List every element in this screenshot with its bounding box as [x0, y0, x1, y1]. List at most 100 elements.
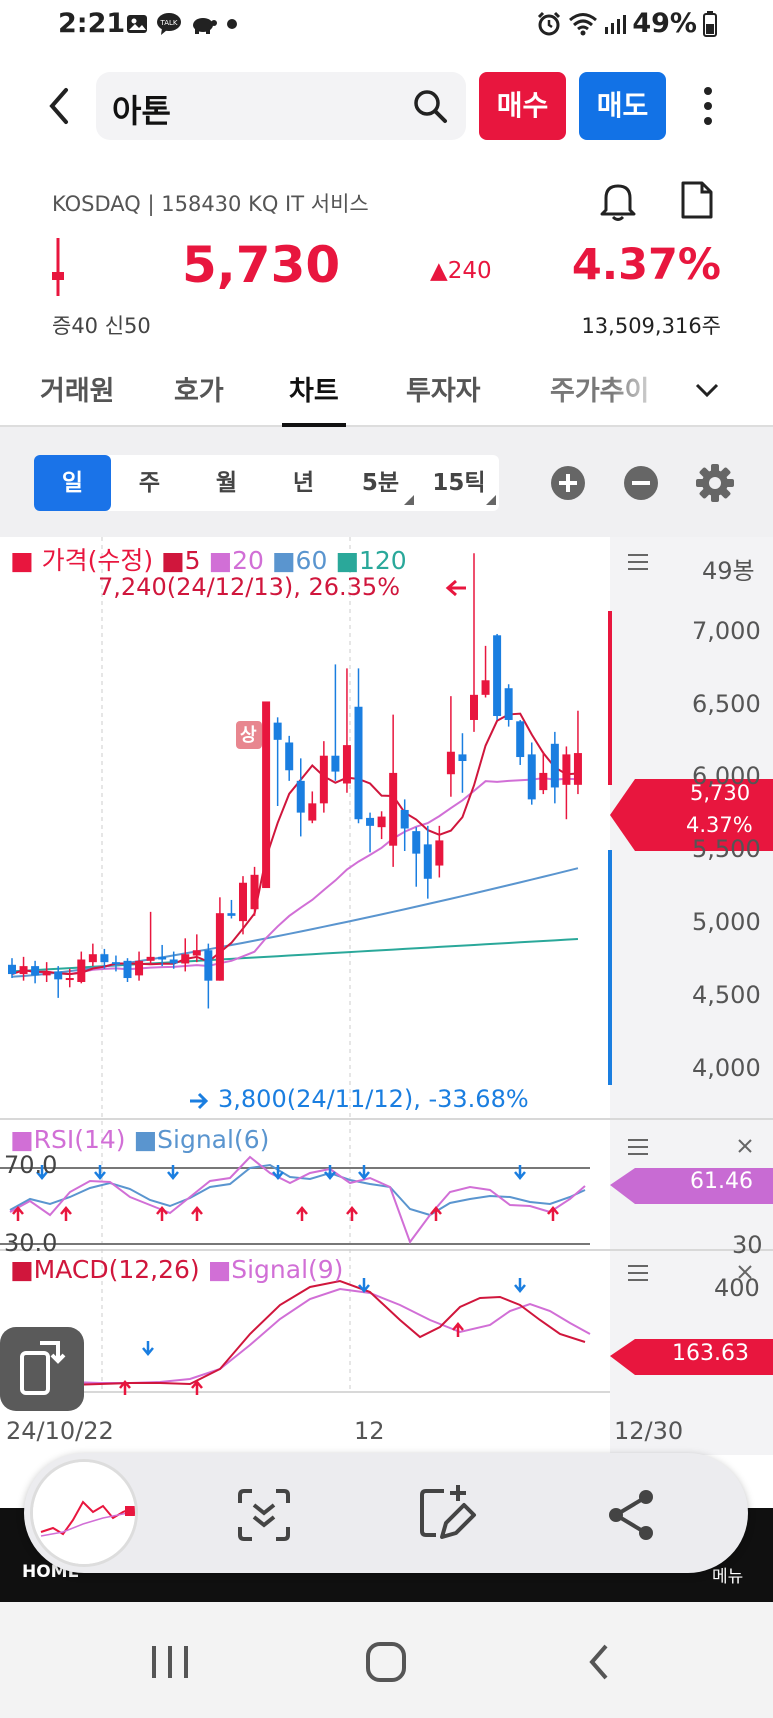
candle-up[interactable] [135, 960, 144, 976]
zoom-in-icon[interactable] [548, 463, 588, 503]
candle-down[interactable] [111, 962, 120, 965]
macd-sell-marker [142, 1341, 154, 1356]
candle-down[interactable] [204, 950, 213, 981]
period-year[interactable]: 년 [292, 470, 315, 496]
candle-down[interactable] [331, 755, 340, 772]
search-icon[interactable] [412, 88, 448, 124]
candle-down[interactable] [285, 742, 294, 771]
tab-orderbook[interactable]: 호가 [174, 376, 224, 407]
candle-up[interactable] [77, 959, 86, 982]
candle-up[interactable] [562, 754, 571, 785]
edit-capture-icon[interactable] [416, 1483, 478, 1545]
candle-down[interactable] [366, 817, 375, 826]
chart-canvas[interactable] [0, 537, 773, 1455]
candle-down[interactable] [550, 743, 559, 788]
period-month[interactable]: 월 [215, 470, 238, 496]
chevron-down-icon[interactable] [694, 381, 720, 399]
candle-up[interactable] [342, 745, 351, 784]
tab-chart[interactable]: 차트 [289, 376, 339, 407]
candle-down[interactable] [273, 722, 282, 740]
document-icon[interactable] [680, 180, 714, 220]
settings-gear-icon[interactable] [693, 461, 737, 505]
axis-6000: 6,000 [692, 762, 761, 790]
candle-up[interactable] [262, 701, 271, 889]
candle-down[interactable] [504, 688, 513, 720]
search-box[interactable]: 아톤 [96, 72, 466, 140]
rsi-menu-icon[interactable] [628, 1139, 648, 1155]
candle-up[interactable] [146, 956, 155, 961]
candle-down[interactable] [54, 971, 63, 980]
candle-up[interactable] [389, 772, 398, 846]
recent-apps-icon[interactable] [148, 1642, 192, 1682]
candle-up[interactable] [239, 882, 247, 922]
x-label-end: 12/30 [614, 1417, 684, 1445]
rsi-close-icon[interactable] [738, 1139, 752, 1153]
rotate-screen-button[interactable] [0, 1327, 84, 1411]
candle-up[interactable] [481, 680, 490, 695]
candle-up[interactable] [42, 971, 51, 976]
candle-down[interactable] [354, 706, 363, 820]
ma60-line [11, 867, 579, 978]
sell-button[interactable]: 매도 [579, 72, 666, 140]
menu-label[interactable]: 메뉴 [712, 1567, 744, 1587]
rotate-icon[interactable] [0, 1327, 84, 1411]
candle-down[interactable] [412, 831, 421, 854]
turtle-icon [193, 18, 217, 34]
macd-menu-icon[interactable] [628, 1265, 648, 1281]
candle-up[interactable] [88, 954, 97, 963]
candle-down[interactable] [458, 754, 467, 762]
candle-down[interactable] [158, 956, 167, 960]
period-15tick[interactable]: 15틱 [432, 470, 486, 496]
rsi-legend: ■RSI(14) ■Signal(6) [10, 1125, 270, 1154]
home-icon[interactable] [364, 1640, 408, 1684]
alarm-icon [538, 11, 561, 35]
candle-up[interactable] [470, 694, 478, 720]
zoom-out-icon[interactable] [621, 463, 661, 503]
search-query[interactable]: 아톤 [112, 92, 171, 130]
sell-signal-marker [36, 1165, 48, 1180]
candle-up[interactable] [250, 874, 259, 910]
more-options-icon[interactable] [700, 84, 716, 128]
candle-down[interactable] [423, 844, 432, 879]
chart-menu-icon[interactable] [628, 554, 648, 570]
candle-down[interactable] [527, 754, 536, 800]
candle-down[interactable] [516, 721, 525, 758]
buy-button[interactable]: 매수 [479, 72, 566, 140]
back-icon[interactable] [584, 1642, 614, 1682]
tab-investor[interactable]: 투자자 [406, 376, 481, 407]
candle-up[interactable] [308, 803, 317, 821]
candle-up[interactable] [573, 753, 582, 785]
macd-close-icon[interactable] [738, 1265, 752, 1279]
candle-up[interactable] [215, 913, 224, 981]
candle-down[interactable] [123, 960, 132, 979]
tab-broker[interactable]: 거래원 [40, 376, 115, 407]
candle-down[interactable] [296, 780, 305, 813]
candle-up[interactable] [192, 950, 201, 956]
period-week[interactable]: 주 [138, 470, 161, 496]
chart-area[interactable]: ■ 가격(수정) ■5 ■20 ■60 ■120 7,240(24/12/13)… [0, 537, 773, 1455]
candle-down[interactable] [227, 913, 236, 916]
candle-up[interactable] [19, 966, 28, 975]
svg-text:TALK: TALK [159, 19, 177, 27]
period-5min[interactable]: 5분 [361, 470, 400, 496]
candle-down[interactable] [169, 959, 178, 964]
candle-up[interactable] [181, 954, 190, 964]
candle-down[interactable] [400, 809, 409, 829]
period-day[interactable]: 일 [34, 455, 111, 511]
candle-down[interactable] [8, 964, 16, 975]
candle-up[interactable] [65, 978, 74, 981]
candle-up[interactable] [435, 840, 444, 866]
candle-up[interactable] [377, 816, 386, 828]
candle-up[interactable] [319, 755, 328, 804]
share-icon[interactable] [604, 1487, 660, 1543]
candle-up[interactable] [539, 772, 548, 791]
candle-down[interactable] [100, 954, 109, 963]
candle-down[interactable] [31, 966, 40, 976]
candle-down[interactable] [493, 635, 502, 717]
ma20-line [11, 777, 578, 976]
back-arrow-icon[interactable] [44, 86, 74, 126]
screenshot-thumbnail[interactable] [30, 1459, 138, 1567]
candle-up[interactable] [446, 751, 455, 775]
scroll-capture-icon[interactable] [236, 1487, 292, 1543]
bell-icon[interactable] [598, 180, 638, 222]
